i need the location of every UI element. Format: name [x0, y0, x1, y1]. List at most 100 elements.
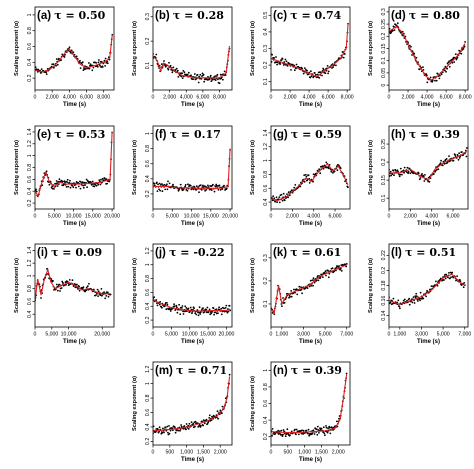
data-point	[61, 281, 64, 284]
data-point	[424, 174, 426, 176]
data-point	[95, 184, 98, 187]
y-tick-label: 0.6	[145, 289, 151, 296]
data-point	[77, 288, 79, 290]
data-point	[221, 188, 224, 190]
data-point	[200, 78, 203, 80]
data-point	[35, 68, 38, 70]
y-tick-label: 0.4	[263, 416, 269, 423]
data-point	[72, 186, 75, 188]
data-point	[179, 183, 182, 186]
data-point	[95, 294, 97, 297]
data-point	[166, 425, 169, 428]
data-point	[393, 174, 395, 177]
data-point	[199, 184, 202, 186]
data-point	[227, 310, 230, 313]
data-point	[182, 427, 185, 430]
data-point	[182, 70, 185, 72]
data-point	[68, 46, 71, 49]
data-point	[220, 307, 223, 310]
y-tick-label: 1.4	[263, 129, 269, 136]
data-point	[333, 170, 336, 173]
data-point	[97, 183, 100, 186]
data-point	[159, 189, 162, 192]
data-point	[229, 309, 232, 312]
data-point	[183, 310, 185, 313]
data-point	[402, 299, 405, 302]
data-point	[443, 162, 446, 165]
x-tick-label: 2,000	[214, 450, 227, 456]
scatter-points	[389, 271, 466, 310]
data-point	[202, 73, 205, 76]
data-point	[391, 173, 394, 176]
data-point	[401, 173, 403, 176]
x-tick-label: 0	[270, 95, 273, 101]
data-point	[155, 299, 158, 301]
data-point	[206, 306, 209, 309]
data-point	[105, 295, 108, 297]
y-tick-label: 0.8	[263, 383, 269, 390]
data-point	[287, 196, 289, 199]
data-point	[216, 73, 219, 76]
data-point	[225, 187, 228, 190]
data-point	[161, 183, 163, 185]
data-point	[317, 279, 320, 282]
data-point	[340, 270, 343, 272]
y-tick-label: 0.6	[27, 298, 33, 305]
y-tick-label: 0.8	[27, 164, 33, 171]
data-point	[55, 58, 58, 60]
data-point	[425, 295, 427, 298]
data-point	[182, 188, 185, 191]
data-point	[100, 60, 103, 63]
data-point	[222, 78, 224, 81]
y-tick-label: 0.05	[381, 68, 387, 78]
data-point	[320, 427, 323, 430]
data-point	[208, 414, 211, 417]
data-point	[214, 311, 217, 314]
data-point	[107, 291, 109, 294]
data-point	[462, 48, 465, 50]
data-point	[185, 428, 187, 431]
data-point	[393, 25, 395, 28]
data-point	[327, 270, 330, 272]
y-tick-label: 1.2	[145, 366, 151, 373]
data-point	[58, 178, 61, 181]
data-point	[194, 312, 197, 315]
y-tick-label: 0.6	[263, 185, 269, 192]
y-tick-label: 1	[27, 154, 33, 157]
data-point	[220, 313, 223, 316]
scatter-points	[271, 22, 349, 79]
data-point	[167, 180, 169, 183]
panel-label: (j) τ = -0.22	[155, 246, 225, 259]
data-point	[166, 183, 168, 186]
data-point	[86, 186, 88, 189]
data-point	[312, 180, 314, 183]
data-point	[104, 65, 106, 67]
data-point	[194, 420, 197, 423]
data-point	[156, 190, 159, 192]
panel-l: 0 1,000 3,000 5,000 7,000 0.14 0.16 0.18 0.2 0.22…	[368, 243, 471, 345]
data-point	[168, 432, 171, 435]
data-point	[172, 183, 174, 186]
y-tick-label: 0.2	[27, 199, 33, 206]
data-point	[272, 195, 275, 198]
data-point	[461, 151, 463, 153]
data-point	[178, 303, 180, 306]
data-point	[219, 409, 222, 412]
y-tick-label: 1	[27, 274, 33, 277]
data-point	[275, 56, 277, 58]
data-point	[445, 273, 448, 276]
y-tick-label: 0.6	[263, 400, 269, 407]
data-point	[292, 292, 295, 295]
data-point	[310, 75, 313, 78]
data-point	[407, 172, 409, 175]
data-point	[192, 422, 195, 425]
data-point	[199, 313, 202, 315]
x-tick-label: 1,500	[315, 450, 328, 456]
y-axis-title: Scaling exponent (α)	[132, 21, 138, 76]
data-point	[309, 76, 312, 79]
plot-frame	[270, 243, 351, 328]
panel-g: 0 2,000 4,000 6,000 0.4 0.6 0.8 1 1.2 1.4 Time (s)…	[250, 125, 351, 227]
x-tick-label: 5,000	[319, 332, 332, 338]
y-tick-label: 0.14	[381, 311, 387, 321]
